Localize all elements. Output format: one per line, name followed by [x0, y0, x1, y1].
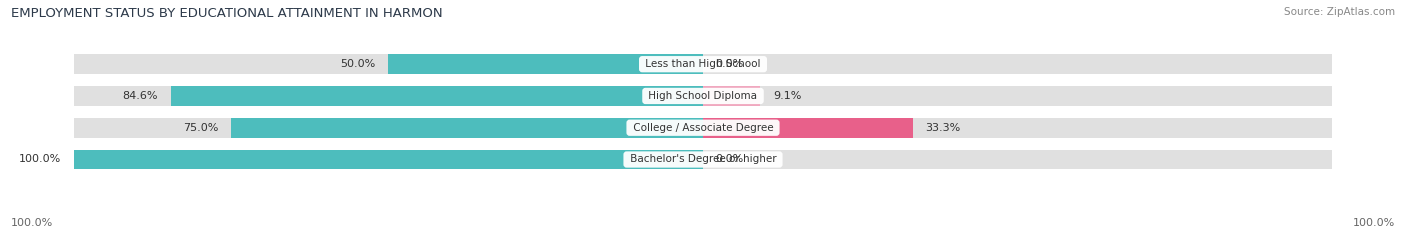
Bar: [703, 118, 1333, 137]
Bar: [703, 86, 1333, 106]
Bar: [703, 86, 761, 106]
Text: 50.0%: 50.0%: [340, 59, 375, 69]
Bar: [73, 150, 703, 169]
Bar: [73, 86, 703, 106]
Text: High School Diploma: High School Diploma: [645, 91, 761, 101]
Bar: [170, 86, 703, 106]
Text: 100.0%: 100.0%: [18, 154, 60, 164]
Text: 33.3%: 33.3%: [925, 123, 960, 133]
Text: 84.6%: 84.6%: [122, 91, 157, 101]
Text: 9.1%: 9.1%: [773, 91, 801, 101]
Bar: [388, 54, 703, 74]
Text: College / Associate Degree: College / Associate Degree: [630, 123, 776, 133]
Bar: [73, 118, 703, 137]
Bar: [231, 118, 703, 137]
Text: 75.0%: 75.0%: [183, 123, 218, 133]
Bar: [73, 150, 703, 169]
Text: Source: ZipAtlas.com: Source: ZipAtlas.com: [1284, 7, 1395, 17]
Text: Bachelor's Degree or higher: Bachelor's Degree or higher: [627, 154, 779, 164]
Text: 100.0%: 100.0%: [1353, 218, 1395, 228]
Bar: [703, 150, 1333, 169]
Bar: [703, 54, 1333, 74]
Text: 0.0%: 0.0%: [716, 154, 744, 164]
Bar: [73, 54, 703, 74]
Bar: [703, 118, 912, 137]
Text: 100.0%: 100.0%: [11, 218, 53, 228]
Text: Less than High School: Less than High School: [643, 59, 763, 69]
Text: EMPLOYMENT STATUS BY EDUCATIONAL ATTAINMENT IN HARMON: EMPLOYMENT STATUS BY EDUCATIONAL ATTAINM…: [11, 7, 443, 20]
Text: 0.0%: 0.0%: [716, 59, 744, 69]
